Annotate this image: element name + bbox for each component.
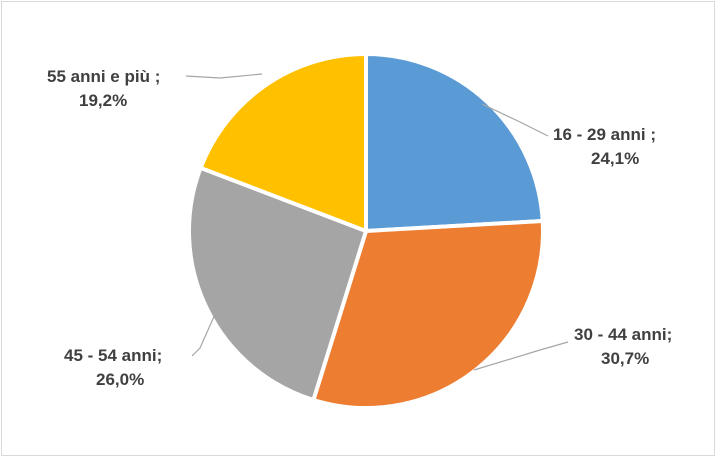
leader-line: [473, 341, 569, 371]
leader-line: [191, 311, 217, 357]
data-label-value: 26,0%: [96, 370, 145, 389]
leader-line: [481, 103, 549, 137]
data-label-name: 55 anni e più ;: [47, 67, 161, 86]
pie-slice-30-44-anni: [311, 219, 545, 410]
data-label-45-54: 45 - 54 anni; 26,0%: [64, 344, 162, 392]
data-label-name: 45 - 54 anni;: [64, 346, 163, 365]
data-label-30-44: 30 - 44 anni; 30,7%: [574, 323, 672, 371]
leader-lines: [185, 73, 569, 371]
data-label-name: 30 - 44 anni;: [574, 325, 673, 344]
data-label-value: 30,7%: [601, 349, 650, 368]
pie-slice-45-54-anni: [186, 165, 368, 403]
pie-slices: [186, 52, 545, 410]
pie-slice-55-anni-e-pi-: [198, 52, 368, 233]
data-label-55-plus: 55 anni e più ; 19,2%: [47, 65, 160, 113]
data-label-value: 24,1%: [591, 149, 640, 168]
data-label-16-29: 16 - 29 anni ; 24,1%: [553, 123, 656, 171]
data-label-name: 16 - 29 anni ;: [553, 125, 656, 144]
leader-line: [185, 73, 263, 79]
data-label-value: 19,2%: [79, 91, 128, 110]
pie-slice-16-29-anni: [364, 52, 545, 233]
